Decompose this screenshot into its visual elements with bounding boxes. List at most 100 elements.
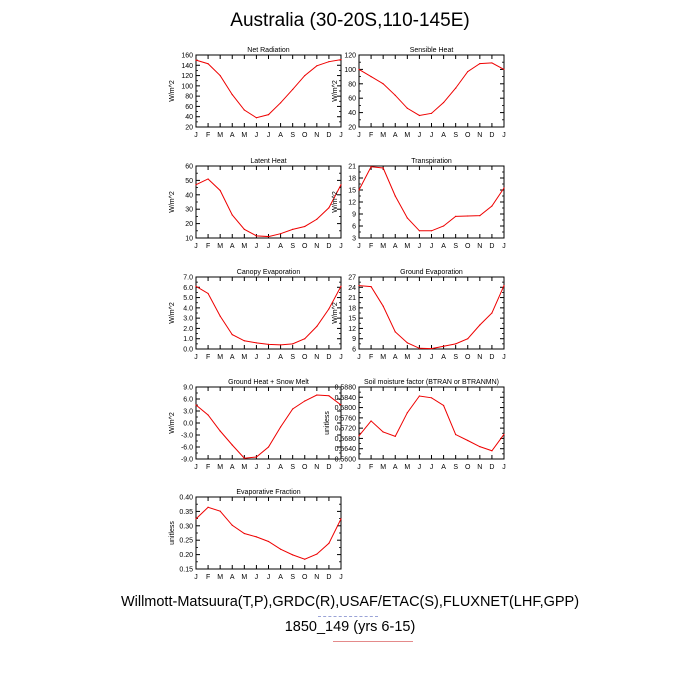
data-point (455, 343, 457, 345)
footer-case-name: 1850_149 (yrs 6-15) (284, 619, 416, 635)
x-tick-label: A (441, 132, 446, 139)
x-tick-label: F (369, 243, 373, 250)
x-tick-label: N (477, 464, 482, 471)
y-tick-label: 30 (185, 207, 193, 214)
y-tick-label: 0.30 (179, 523, 193, 530)
plot-frame (195, 165, 342, 239)
x-tick-label: J (255, 132, 259, 139)
x-tick-label: A (230, 574, 235, 581)
data-point (340, 59, 342, 61)
x-tick-label: M (217, 243, 223, 250)
data-point (292, 343, 294, 345)
x-tick-label: J (357, 243, 361, 250)
data-point (328, 395, 330, 397)
chart-title: Sensible Heat (410, 47, 454, 54)
chart-panel: Evaporative Fraction unitless 0.15 0.20 0.25… (169, 489, 343, 581)
x-tick-label: F (206, 464, 210, 471)
data-point (243, 340, 245, 342)
y-tick-label: 120 (181, 73, 193, 80)
y-tick-label: 60 (185, 104, 193, 111)
data-point (358, 68, 360, 70)
data-point (267, 114, 270, 116)
y-axis-label: W/m^2 (169, 412, 176, 434)
x-tick-label: D (326, 574, 331, 581)
y-tick-label: 6.0 (183, 397, 193, 404)
x-tick-label: A (393, 464, 398, 471)
x-tick-label: M (241, 574, 247, 581)
y-tick-label: 0.5760 (335, 415, 357, 422)
x-tick-label: J (267, 574, 271, 581)
x-tick-label: M (241, 243, 247, 250)
x-tick-label: N (314, 464, 319, 471)
data-point (406, 342, 408, 344)
data-point (418, 347, 421, 349)
data-point (207, 292, 209, 295)
x-tick-label: O (302, 574, 308, 581)
data-point (255, 235, 258, 237)
y-tick-label: 60 (348, 96, 356, 103)
x-tick-label: J (502, 243, 506, 250)
data-point (231, 214, 233, 216)
x-tick-label: J (418, 132, 422, 139)
x-tick-label: M (380, 354, 386, 361)
y-tick-label: 0.5640 (335, 446, 357, 453)
data-point (394, 195, 396, 197)
x-tick-label: M (241, 354, 247, 361)
data-point (491, 205, 493, 207)
data-point (406, 217, 408, 219)
x-tick-label: D (326, 243, 331, 250)
x-tick-label: S (290, 464, 295, 471)
y-tick-label: -3.0 (181, 433, 193, 440)
data-point (406, 412, 408, 414)
footer-data-sources: Willmott-Matsuura(T,P),GRDC(R),USAF/ETAC… (120, 594, 580, 610)
y-tick-label: 5.0 (183, 295, 193, 302)
data-point (316, 325, 318, 327)
x-tick-label: O (465, 132, 471, 139)
y-tick-label: 24 (348, 285, 356, 292)
data-point (292, 228, 294, 230)
footer-dash-mark (318, 616, 378, 617)
data-point (370, 76, 372, 78)
data-point (255, 117, 258, 119)
x-tick-label: J (339, 243, 343, 250)
data-point (442, 345, 445, 347)
y-axis-label: unitless (169, 521, 176, 545)
data-point (243, 228, 245, 230)
y-tick-label: 0.5840 (335, 395, 357, 402)
y-tick-label: 0.40 (179, 495, 193, 502)
data-point (442, 404, 445, 407)
y-tick-label: 12 (348, 326, 356, 333)
y-tick-label: 3 (352, 236, 356, 243)
x-tick-label: M (404, 354, 410, 361)
x-tick-label: M (404, 243, 410, 250)
chart-title: Ground Evaporation (400, 269, 463, 276)
x-tick-label: D (489, 354, 494, 361)
y-tick-label: 18 (348, 305, 356, 312)
chart-title: Transpiration (411, 158, 452, 165)
x-tick-label: M (217, 464, 223, 471)
data-point (267, 446, 270, 448)
x-tick-label: F (206, 132, 210, 139)
y-tick-label: 6.0 (183, 285, 193, 292)
data-point (503, 284, 505, 287)
plot-frame (195, 276, 342, 350)
x-tick-label: S (290, 354, 295, 361)
chart-panel: Net Radiation W/m^2 20 40 60 80 100 120 140 160 J F… (169, 47, 343, 139)
y-tick-label: 0.5720 (335, 426, 357, 433)
data-point (304, 225, 306, 228)
data-point (503, 187, 505, 189)
x-tick-label: J (194, 574, 198, 581)
data-point (304, 74, 306, 77)
data-point (418, 395, 421, 397)
x-tick-label: D (326, 464, 331, 471)
data-point (370, 286, 372, 288)
x-tick-label: S (453, 354, 458, 361)
x-tick-label: O (465, 354, 471, 361)
x-tick-label: M (217, 574, 223, 581)
x-tick-label: J (339, 354, 343, 361)
y-axis-label: unitless (324, 411, 331, 435)
y-tick-label: 100 (181, 83, 193, 90)
